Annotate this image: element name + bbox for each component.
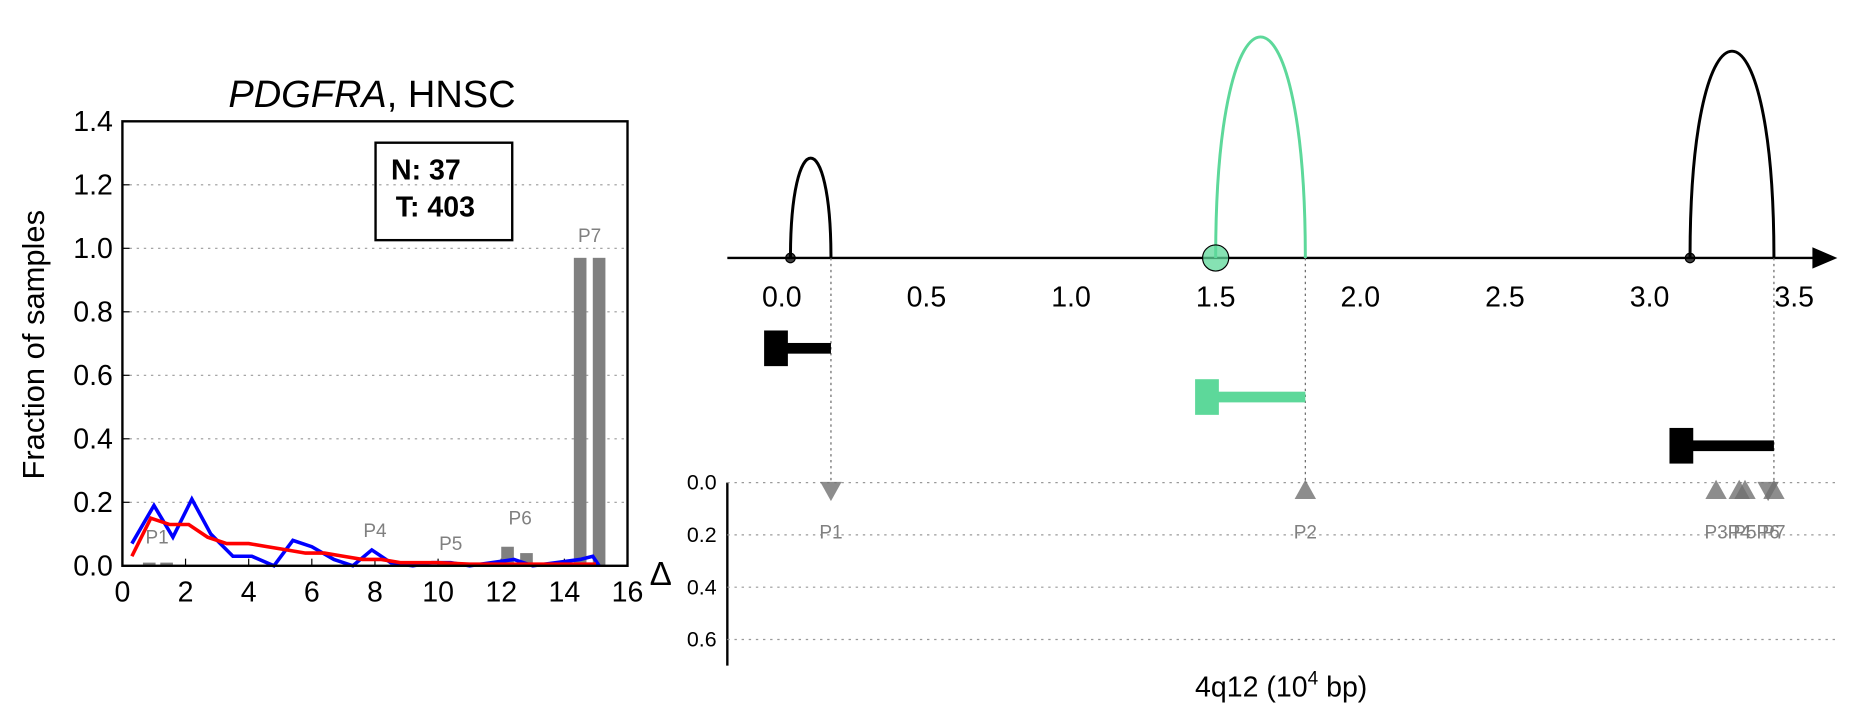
peak-label: P2	[1294, 522, 1317, 543]
gene-name: PDGFRA	[228, 74, 386, 116]
title-rest: , HNSC	[387, 74, 516, 116]
x-tick-label: 4	[241, 576, 257, 608]
bar	[592, 257, 606, 566]
peak-label: P3	[1704, 522, 1727, 543]
y-tick-label: 0.4	[687, 575, 717, 599]
x-label-main: 4q12 (10	[1195, 672, 1308, 704]
y-tick-label: 0.6	[687, 628, 717, 652]
x-tick-label: 1.5	[1196, 282, 1236, 314]
x-tick-label: 12	[485, 576, 517, 608]
y-tick-label: 0.0	[73, 550, 113, 582]
x-label-sup: 4	[1308, 669, 1319, 690]
y-tick-label: 0.2	[687, 523, 717, 547]
x-tick-label: 0.0	[762, 282, 802, 314]
peak-marker	[1734, 479, 1756, 500]
y-tick-label: 0.8	[73, 296, 113, 328]
transcript-tss	[1669, 427, 1694, 464]
peak-label: P5	[1733, 522, 1756, 543]
annotation-box	[374, 141, 514, 242]
x-tick-label: 16	[612, 576, 644, 608]
y-tick-label: 0.6	[73, 360, 113, 392]
y-tick-label: 1.4	[73, 106, 113, 138]
peak-label: P7	[1762, 522, 1785, 543]
x-tick-label: 14	[549, 576, 581, 608]
arc-start	[1684, 252, 1696, 264]
arc-start	[785, 252, 796, 264]
arc	[788, 156, 833, 258]
bar	[573, 257, 587, 566]
x-tick-label: 0.5	[907, 282, 947, 314]
peak-label: P6	[1757, 522, 1780, 543]
peak-label: P4	[1728, 522, 1752, 543]
peak-label: P1	[146, 528, 169, 549]
axis-arrow	[1812, 247, 1838, 269]
y-tick-label: 0.2	[73, 487, 113, 519]
annotation: N: 37	[391, 155, 461, 187]
plot-frame	[121, 120, 629, 567]
peak-label: P1	[819, 522, 842, 543]
y-tick-label: 1.0	[73, 233, 113, 265]
x-label-unit: bp)	[1318, 672, 1367, 704]
x-tick-label: 10	[422, 576, 454, 608]
x-tick-label: 8	[367, 576, 383, 608]
arc	[1688, 49, 1776, 258]
y-tick-label: 0.0	[687, 471, 717, 495]
x-tick-label: 2	[178, 576, 194, 608]
bar	[142, 562, 156, 566]
x-axis-label: 4q12 (104 bp)	[1195, 669, 1367, 704]
peak-label: P7	[578, 226, 601, 247]
peak-marker	[1705, 479, 1727, 500]
transcript-body	[1206, 391, 1306, 403]
peak-marker	[1294, 479, 1317, 500]
arc-start	[1201, 244, 1230, 272]
annotation: T: 403	[396, 191, 475, 223]
peak-label: P4	[363, 521, 387, 542]
x-tick-label: 3.5	[1774, 282, 1814, 314]
chart-title: PDGFRA, HNSC	[228, 74, 515, 116]
transcript-tss	[1195, 379, 1219, 415]
y-tick-label: 1.2	[73, 169, 113, 201]
x-tick-label: 1.0	[1051, 282, 1091, 314]
x-tick-label: 2.5	[1485, 282, 1525, 314]
transcript-body	[775, 342, 831, 354]
peak-label: P6	[509, 509, 532, 530]
x-tick-label: 6	[304, 576, 320, 608]
peak-marker	[820, 481, 842, 502]
line	[130, 515, 596, 566]
delta-label: Δ	[650, 556, 672, 593]
peak-label: P5	[439, 534, 462, 555]
x-tick-label: 2.0	[1340, 282, 1380, 314]
y-tick-label: 0.4	[73, 423, 113, 455]
transcript-tss	[764, 330, 788, 367]
x-tick-label: 0	[114, 576, 130, 608]
arc	[1214, 35, 1307, 258]
x-tick-label: 3.0	[1630, 282, 1670, 314]
y-axis-label: Fraction of samples	[16, 210, 51, 480]
bar	[160, 562, 173, 566]
transcript-body	[1681, 440, 1774, 452]
peak-marker	[1763, 479, 1785, 500]
